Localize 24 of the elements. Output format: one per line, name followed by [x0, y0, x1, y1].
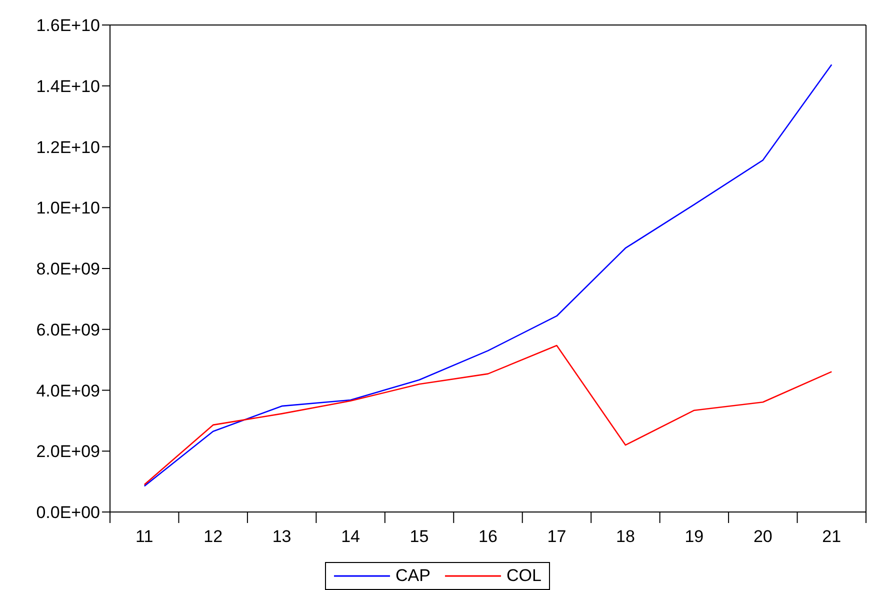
x-tick-label: 18 [616, 527, 635, 546]
y-tick-label: 4.0E+09 [36, 381, 100, 400]
legend-label: CAP [396, 566, 430, 586]
y-tick-label: 0.0E+00 [36, 503, 100, 522]
x-tick-label: 15 [410, 527, 429, 546]
x-tick-label: 17 [547, 527, 566, 546]
y-tick-label: 1.4E+10 [36, 76, 100, 96]
x-tick-label: 11 [136, 527, 154, 546]
x-tick-label: 19 [684, 527, 704, 546]
y-tick-label: 2.0E+09 [36, 442, 100, 462]
y-tick-label: 8.0E+09 [36, 260, 100, 279]
x-tick-label: 13 [272, 527, 292, 546]
x-tick-label: 16 [478, 527, 498, 546]
line-series [144, 344, 832, 486]
x-tick-label: 20 [753, 527, 772, 546]
y-tick-label: 1.2E+10 [36, 138, 100, 157]
y-tick-label: 6.0E+09 [36, 320, 100, 340]
legend-label: COL [506, 566, 542, 586]
x-tick-label: 21 [822, 527, 842, 546]
x-tick-label: 14 [341, 527, 360, 546]
x-tick-label: 12 [204, 527, 223, 546]
y-tick-label: 1.6E+10 [36, 16, 100, 36]
y-tick-label: 1.0E+10 [36, 198, 100, 218]
line-series [144, 64, 832, 487]
